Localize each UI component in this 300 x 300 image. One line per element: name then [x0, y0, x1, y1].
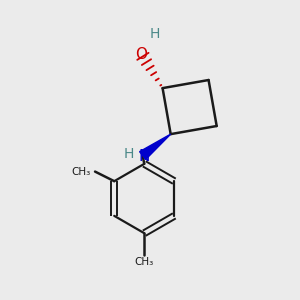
Text: CH₃: CH₃ — [72, 167, 91, 177]
Text: H: H — [149, 27, 160, 41]
Text: CH₃: CH₃ — [135, 257, 154, 267]
Text: N: N — [139, 149, 150, 164]
Polygon shape — [140, 134, 171, 160]
Text: O: O — [135, 47, 147, 62]
Text: H: H — [124, 147, 134, 160]
